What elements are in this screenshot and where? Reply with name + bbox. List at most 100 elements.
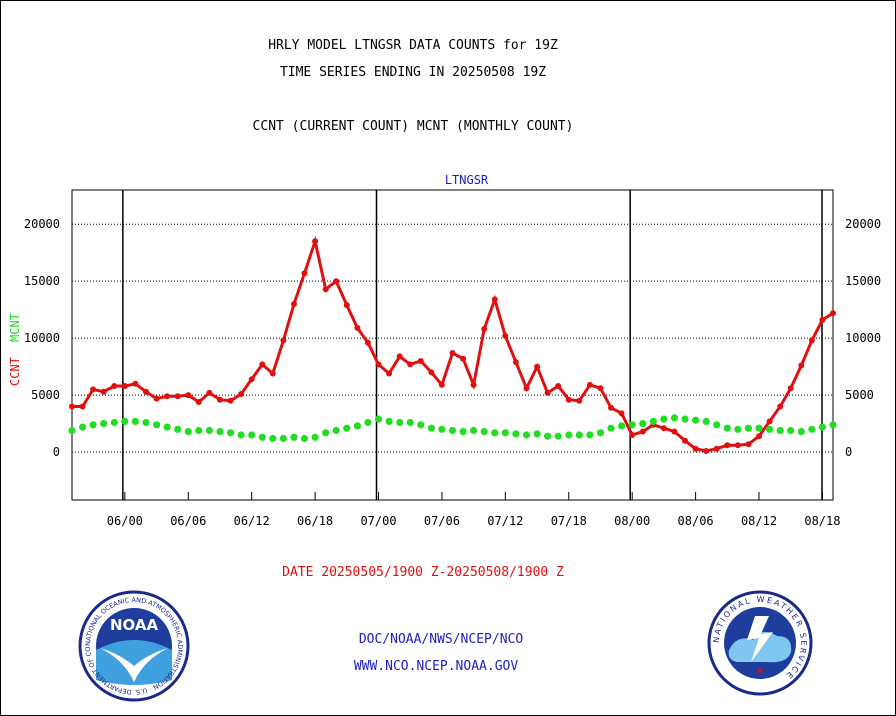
data-point-mcnt	[512, 430, 520, 438]
noaa-logo-text: NOAA	[110, 616, 159, 634]
data-point-mcnt	[427, 424, 435, 432]
data-point-mcnt	[649, 417, 657, 425]
data-point-mcnt	[353, 422, 361, 430]
chart-title-line2: TIME SERIES ENDING IN 20250508 19Z	[279, 65, 547, 80]
data-point-mcnt	[818, 423, 827, 431]
chart-title-line1: HRLY MODEL LTNGSR DATA COUNTS for 19Z	[268, 38, 558, 53]
data-point-mcnt	[554, 432, 562, 440]
data-point-mcnt	[68, 426, 76, 435]
x-tick-label: 08/18	[804, 514, 840, 528]
data-point-ccnt	[185, 392, 192, 399]
data-point-mcnt	[322, 429, 330, 437]
axis-layer	[71, 189, 834, 501]
data-point-ccnt	[470, 381, 477, 388]
x-tick-label: 07/06	[424, 514, 460, 528]
noaa-logo: NOAA NATIONAL OCEANIC AND ATMOSPHERIC AD…	[78, 590, 190, 702]
data-point-mcnt	[385, 417, 393, 425]
data-point-ccnt	[280, 337, 287, 344]
data-point-mcnt	[195, 426, 203, 435]
grid-layer	[72, 223, 833, 453]
data-point-ccnt	[174, 393, 181, 400]
x-tick-label: 07/00	[360, 514, 396, 528]
nws-logo: NATIONAL WEATHER SERVICE	[707, 590, 813, 696]
y-tick-label-left: 20000	[24, 217, 60, 231]
data-point-mcnt	[205, 426, 213, 435]
x-tick-label: 08/00	[614, 514, 650, 528]
data-point-ccnt	[354, 324, 361, 331]
data-point-mcnt	[226, 429, 235, 437]
y-axis-label-ccnt: CCNT	[8, 357, 22, 386]
data-point-ccnt	[491, 296, 498, 303]
label-layer: 0 0 5000 5000 10000 10000 15000 15000 20000 20000…	[8, 173, 881, 528]
data-point-ccnt	[766, 418, 773, 425]
data-point-mcnt	[364, 418, 372, 427]
data-point-mcnt	[596, 429, 605, 437]
data-point-mcnt	[131, 417, 139, 425]
website-link[interactable]: WWW.NCO.NCEP.NOAA.GOV	[353, 659, 519, 674]
data-point-mcnt	[734, 425, 742, 433]
data-point-mcnt	[448, 426, 457, 435]
data-point-mcnt	[79, 423, 87, 431]
data-point-ccnt	[417, 358, 424, 364]
data-point-mcnt	[766, 425, 774, 433]
data-point-mcnt	[639, 420, 647, 428]
data-point-ccnt	[597, 385, 604, 392]
data-point-mcnt	[618, 422, 626, 430]
series-layer	[68, 235, 837, 454]
data-point-mcnt	[491, 429, 499, 437]
data-point-ccnt	[100, 388, 107, 395]
data-point-mcnt	[607, 424, 615, 432]
data-point-ccnt	[312, 238, 319, 245]
data-point-ccnt	[248, 376, 255, 383]
data-point-ccnt	[534, 363, 541, 370]
x-tick-label: 06/18	[297, 514, 333, 528]
y-tick-label-left: 15000	[24, 274, 60, 288]
data-point-ccnt	[639, 428, 646, 435]
org-path-link[interactable]: DOC/NOAA/NWS/NCEP/NCO	[358, 632, 524, 647]
data-point-mcnt	[797, 428, 805, 436]
data-point-ccnt	[79, 403, 86, 410]
data-point-ccnt	[428, 369, 435, 376]
data-point-ccnt	[195, 399, 202, 405]
data-point-mcnt	[713, 421, 721, 429]
data-point-ccnt	[375, 361, 382, 368]
date-range-label: DATE 20250505/1900 Z-20250508/1900 Z	[282, 565, 564, 580]
x-tick-label: 06/00	[107, 514, 143, 528]
data-point-ccnt	[586, 381, 593, 388]
data-point-mcnt	[459, 428, 467, 436]
data-point-ccnt	[438, 381, 445, 388]
x-tick-label: 06/12	[234, 514, 270, 528]
data-point-ccnt	[512, 359, 519, 366]
data-point-ccnt	[291, 301, 297, 307]
data-point-mcnt	[660, 415, 668, 423]
data-point-mcnt	[544, 432, 552, 440]
data-point-ccnt	[734, 442, 741, 449]
data-point-mcnt	[216, 428, 224, 436]
y-tick-label-left: 5000	[31, 388, 60, 402]
data-point-ccnt	[692, 445, 699, 452]
data-point-mcnt	[332, 426, 340, 435]
data-point-ccnt	[227, 397, 234, 404]
data-point-ccnt	[576, 397, 583, 404]
data-point-ccnt	[629, 432, 636, 438]
data-point-ccnt	[90, 386, 97, 393]
data-point-ccnt	[544, 389, 551, 396]
data-point-mcnt	[829, 421, 837, 429]
data-point-ccnt	[745, 441, 752, 448]
data-point-mcnt	[121, 417, 129, 425]
data-point-mcnt	[480, 428, 488, 436]
data-point-mcnt	[290, 433, 298, 441]
data-point-ccnt	[713, 445, 720, 452]
data-point-mcnt	[248, 431, 256, 439]
data-point-mcnt	[343, 424, 351, 432]
data-point-mcnt	[153, 421, 161, 429]
data-point-mcnt	[258, 433, 266, 441]
x-tick-label: 08/06	[678, 514, 714, 528]
series-points-ccnt	[69, 238, 836, 454]
data-point-ccnt	[787, 385, 794, 392]
data-point-mcnt	[269, 434, 277, 443]
data-point-mcnt	[279, 434, 287, 443]
data-point-mcnt	[501, 429, 509, 437]
data-point-mcnt	[311, 433, 319, 441]
plot-frame	[71, 189, 834, 501]
